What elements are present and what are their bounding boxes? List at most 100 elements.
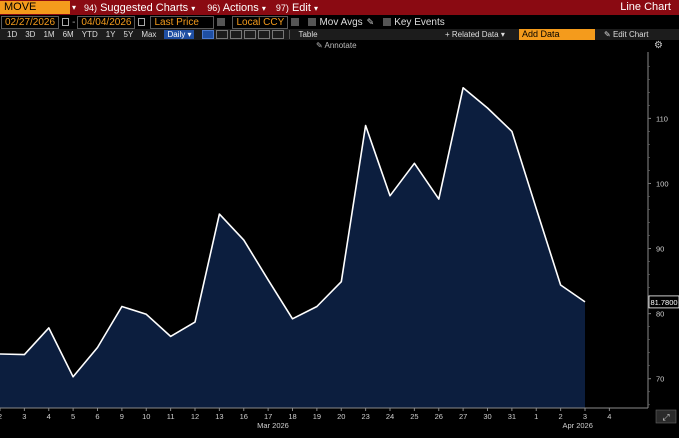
x-tick-label: 4	[607, 412, 611, 421]
pencil-icon: ✎	[604, 30, 611, 39]
period-toolbar: 1D 3D 1M 6M YTD 1Y 5Y Max Daily ▾ Table …	[0, 29, 679, 40]
y-tick-label: 70	[656, 375, 664, 384]
date-toolbar: 02/27/2026 - 04/04/2026 Last Price Local…	[0, 15, 679, 29]
currency-select[interactable]: Local CCY	[232, 15, 289, 29]
x-tick-label: 12	[191, 412, 199, 421]
drawing-tools-icon[interactable]	[272, 30, 285, 39]
ticker-field[interactable]: MOVE Index	[0, 1, 70, 26]
frequency-select[interactable]: Daily ▾	[164, 30, 195, 39]
x-tick-label: 13	[215, 412, 223, 421]
month-label: Mar 2026	[257, 421, 289, 430]
chevron-down-icon: ▾	[261, 3, 266, 13]
calendar-icon[interactable]	[138, 18, 146, 26]
related-data-label: Related Data	[451, 30, 499, 39]
suggested-charts-label: Suggested Charts	[100, 1, 189, 14]
area-fill	[0, 87, 585, 409]
field-select[interactable]: Last Price	[150, 15, 215, 29]
related-data-button[interactable]: + Related Data ▾	[445, 30, 505, 39]
x-tick-label: 31	[508, 412, 516, 421]
x-tick-label: 17	[264, 412, 272, 421]
scroll-icon: ⤢	[661, 412, 669, 422]
period-1m-button[interactable]: 1M	[43, 30, 55, 39]
toolbar-divider	[289, 30, 291, 39]
plus-icon: +	[445, 30, 450, 39]
actions-menu[interactable]: 96) Actions ▾	[207, 2, 266, 14]
x-tick-label: 16	[240, 412, 248, 421]
last-value-box	[648, 295, 679, 309]
x-tick-label: 2	[559, 412, 563, 421]
end-date-input[interactable]: 04/04/2026	[77, 15, 136, 29]
currency-dropdown-icon[interactable]	[291, 18, 300, 26]
scroll-button[interactable]	[655, 409, 677, 424]
edit-menu[interactable]: 97) Edit ▾	[276, 2, 318, 14]
x-tick-label: 1	[534, 412, 538, 421]
x-tick-label: 6	[95, 412, 99, 421]
x-tick-label: 5	[71, 412, 75, 421]
bar-chart-icon[interactable]	[230, 30, 243, 39]
x-tick-label: 2	[0, 412, 2, 421]
chevron-down-icon: ▾	[187, 30, 192, 39]
y-tick-label: 110	[656, 114, 668, 123]
edit-label: Edit	[291, 1, 311, 14]
crosshair-icon[interactable]	[244, 30, 257, 39]
x-tick-label: 19	[313, 412, 321, 421]
annotate-button[interactable]: ✎ Annotate	[316, 41, 357, 50]
chart-area[interactable]: 2345691011121316171819202324252627303112…	[0, 52, 679, 433]
pencil-icon: ✎	[316, 41, 323, 50]
gear-icon[interactable]: ⚙	[654, 40, 663, 51]
x-tick-label: 27	[459, 412, 467, 421]
period-max-button[interactable]: Max	[141, 30, 157, 39]
x-tick-label: 4	[47, 412, 51, 421]
suggested-charts-number: 94)	[84, 2, 98, 13]
table-button[interactable]: Table	[298, 30, 318, 39]
annotate-toolbar: ✎ Annotate ⚙	[0, 40, 679, 52]
x-tick-label: 3	[583, 412, 587, 421]
actions-label: Actions	[222, 1, 259, 14]
mov-avgs-label: Mov Avgs	[319, 16, 363, 28]
x-tick-label: 25	[410, 412, 418, 421]
chevron-down-icon: ▾	[313, 3, 318, 13]
period-3d-button[interactable]: 3D	[25, 30, 36, 39]
key-events-label: Key Events	[394, 16, 445, 28]
x-tick-label: 26	[435, 412, 443, 421]
period-ytd-button[interactable]: YTD	[81, 30, 98, 39]
price-line[interactable]	[0, 87, 586, 378]
start-date-input[interactable]: 02/27/2026	[1, 15, 60, 29]
edit-number: 97)	[275, 2, 289, 13]
x-tick-label: 10	[142, 412, 150, 421]
edit-chart-button[interactable]: ✎ Edit Chart	[604, 30, 649, 39]
suggested-charts-menu[interactable]: 94) Suggested Charts ▾	[84, 2, 195, 14]
dropdown-arrow-icon[interactable]: ▾	[72, 3, 77, 12]
x-tick-label: 30	[483, 412, 491, 421]
period-1y-button[interactable]: 1Y	[105, 30, 116, 39]
title-toolbar: MOVE Index ▾ 94) Suggested Charts ▾ 96) …	[0, 0, 679, 26]
add-data-input[interactable]: Add Data	[519, 29, 595, 40]
month-label: Apr 2026	[562, 421, 592, 430]
period-5y-button[interactable]: 5Y	[123, 30, 134, 39]
field-dropdown-icon[interactable]	[217, 18, 226, 26]
x-tick-label: 9	[120, 412, 124, 421]
x-tick-label: 3	[22, 412, 26, 421]
chevron-down-icon: ▾	[191, 3, 196, 13]
chart-type-title: Line Chart	[620, 1, 671, 13]
zoom-icon[interactable]	[258, 30, 271, 39]
actions-number: 96)	[207, 2, 221, 13]
key-events-checkbox[interactable]	[383, 18, 392, 26]
period-6m-button[interactable]: 6M	[62, 30, 74, 39]
candle-chart-icon[interactable]	[216, 30, 229, 39]
period-1d-button[interactable]: 1D	[7, 30, 18, 39]
x-tick-label: 18	[288, 412, 296, 421]
x-tick-label: 24	[386, 412, 394, 421]
pencil-icon[interactable]: ✎	[366, 16, 375, 27]
y-tick-label: 90	[656, 245, 664, 254]
line-chart[interactable]: 2345691011121316171819202324252627303112…	[0, 52, 679, 433]
date-separator: -	[72, 16, 76, 28]
x-tick-label: 11	[167, 412, 175, 421]
x-tick-label: 23	[361, 412, 369, 421]
calendar-icon[interactable]	[62, 18, 70, 26]
annotate-label: Annotate	[324, 41, 357, 50]
mov-avgs-checkbox[interactable]	[308, 18, 317, 26]
y-tick-label: 100	[656, 179, 669, 188]
line-chart-icon[interactable]	[202, 30, 215, 39]
x-tick-label: 20	[337, 412, 345, 421]
